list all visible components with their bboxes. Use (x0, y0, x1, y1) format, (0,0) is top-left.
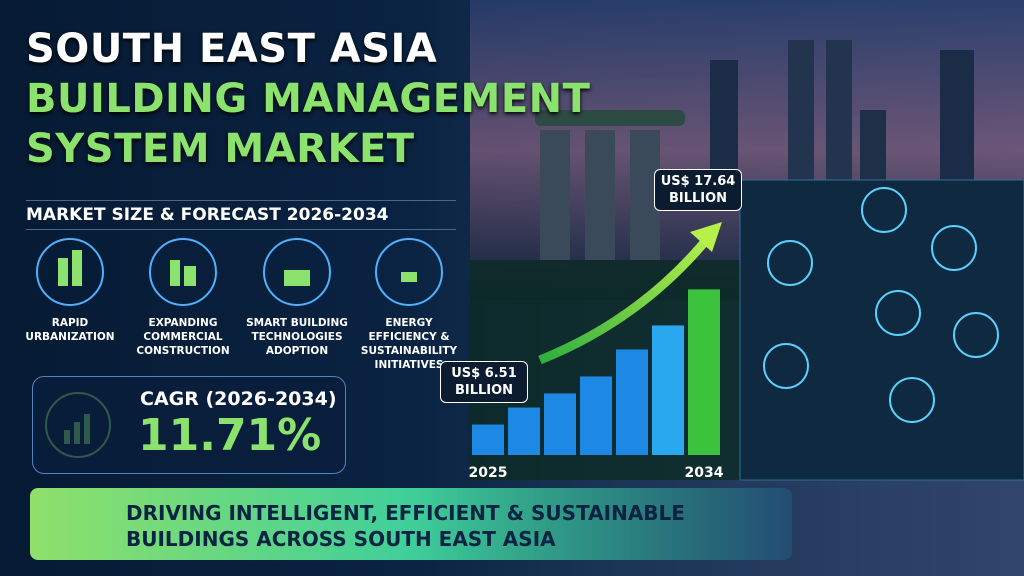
banner-text: DRIVING INTELLIGENT, EFFICIENT & SUSTAIN… (126, 501, 685, 551)
value-label: US$ 6.51 BILLION (440, 360, 528, 403)
bar (652, 325, 684, 455)
cagr-value: 11.71% (138, 410, 322, 461)
subtitle: MARKET SIZE & FORECAST 2026-2034 (26, 200, 456, 230)
bar (508, 407, 540, 455)
title: BUILDING MANAGEMENT (26, 76, 591, 122)
bar (472, 424, 504, 455)
title: SOUTH EAST ASIA (26, 26, 438, 72)
bar (616, 349, 648, 455)
bar (544, 393, 576, 455)
bar (580, 376, 612, 455)
title: SYSTEM MARKET (26, 126, 415, 172)
cagr-label: CAGR (2026-2034) (140, 388, 337, 410)
driver: RAPID URBANIZATION (25, 317, 115, 343)
driver: EXPANDING COMMERCIAL CONSTRUCTION (136, 317, 230, 357)
cagr-panel (32, 376, 346, 474)
x-tick-label: 2034 (685, 465, 724, 481)
value-label: US$ 17.64 BILLION (654, 169, 742, 212)
bar (688, 289, 720, 455)
driver: SMART BUILDING TECHNOLOGIES ADOPTION (246, 317, 348, 357)
x-tick-label: 2025 (469, 465, 508, 481)
banner (30, 488, 792, 560)
driver: ENERGY EFFICIENCY & SUSTAINABILITY INITI… (360, 317, 458, 371)
